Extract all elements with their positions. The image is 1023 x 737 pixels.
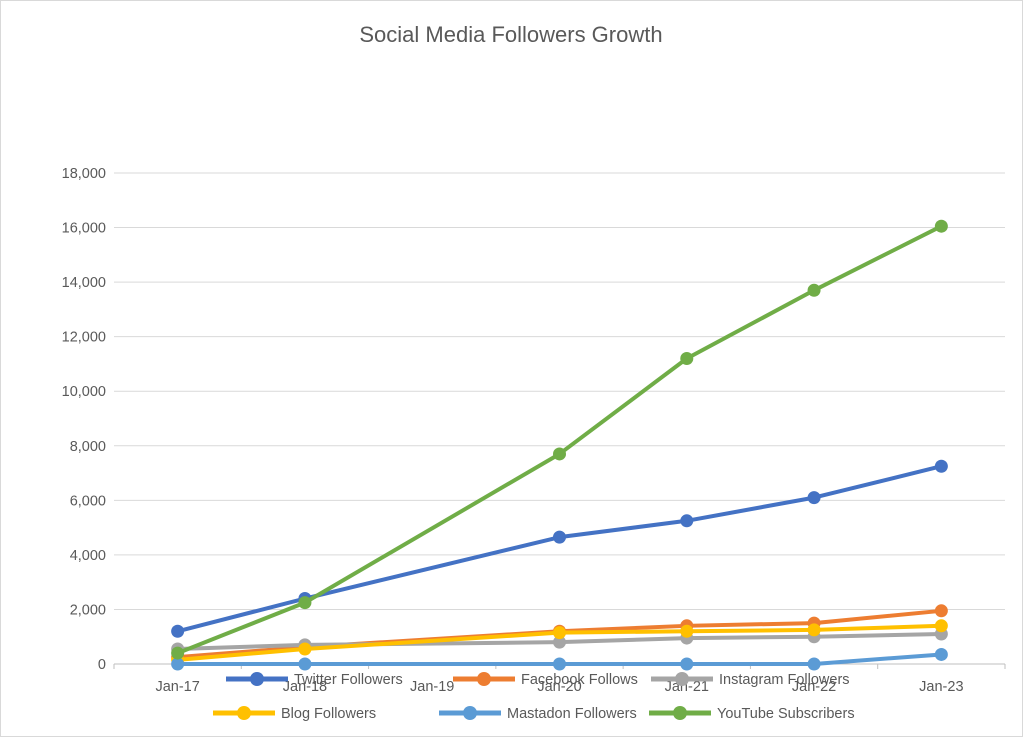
data-point-youtube-subscribers	[553, 447, 566, 461]
x-axis-label: Jan-18	[283, 679, 327, 695]
data-point-blog-followers	[553, 626, 566, 640]
axes-layer: 0 2,000 4,000 6,000 8,000 10,000 12,000 14,000 1…	[62, 166, 1006, 695]
data-point-mastadon-followers	[807, 657, 821, 671]
data-point-youtube-subscribers	[934, 219, 948, 233]
legend-label: Blog Followers	[281, 706, 376, 722]
legend-dot-icon	[237, 706, 251, 720]
data-point-youtube-subscribers	[171, 646, 185, 660]
legend-dot-icon	[675, 672, 689, 686]
y-axis-label: 0	[98, 657, 106, 673]
y-axis-label: 16,000	[62, 221, 106, 237]
series-line-facebook-follows	[175, 608, 944, 660]
x-axis-label: Jan-22	[792, 679, 836, 695]
data-point-blog-followers	[680, 624, 694, 638]
y-axis-label: 12,000	[62, 330, 106, 346]
data-point-youtube-subscribers	[807, 283, 821, 297]
legend-item-youtube-subscribers: YouTube Subscribers	[649, 706, 855, 722]
data-point-twitter-followers	[553, 530, 566, 544]
data-point-twitter-followers	[934, 459, 948, 473]
data-point-mastadon-followers	[298, 657, 312, 671]
data-point-mastadon-followers	[680, 657, 694, 671]
y-axis-label: 8,000	[70, 439, 106, 455]
series-line-youtube-subscribers	[175, 224, 944, 656]
legend-dot-icon	[250, 672, 264, 686]
y-axis-label: 2,000	[70, 602, 106, 618]
series-line-instagram-followers	[175, 631, 944, 651]
legend-dot-icon	[463, 706, 477, 720]
data-point-instagram-followers	[553, 635, 566, 649]
legend: Twitter Followers Facebook Follows Instagr…	[213, 672, 855, 722]
data-point-mastadon-followers	[171, 657, 185, 671]
legend-item-mastadon-followers: Mastadon Followers	[439, 706, 637, 722]
data-point-blog-followers	[807, 623, 821, 637]
x-axis-label: Jan-23	[919, 679, 963, 695]
series-line-mastadon-followers	[175, 652, 944, 666]
x-axis-label: Jan-19	[410, 679, 454, 695]
legend-item-facebook-follows: Facebook Follows	[453, 672, 638, 688]
data-point-facebook-follows	[934, 604, 948, 618]
x-axis-label: Jan-21	[665, 679, 709, 695]
data-point-twitter-followers	[680, 514, 694, 528]
data-point-youtube-subscribers	[680, 351, 694, 365]
data-point-mastadon-followers	[553, 657, 566, 671]
x-axis-label: Jan-17	[155, 679, 199, 695]
legend-label: Facebook Follows	[521, 672, 638, 688]
y-axis-label: 10,000	[62, 384, 106, 400]
y-axis-label: 18,000	[62, 166, 106, 182]
legend-item-instagram-followers: Instagram Followers	[651, 672, 850, 688]
legend-label: YouTube Subscribers	[717, 706, 855, 722]
series-line-twitter-followers	[175, 464, 944, 634]
legend-label: Twitter Followers	[294, 672, 403, 688]
data-point-blog-followers	[298, 642, 312, 656]
series-line-blog-followers	[175, 623, 944, 662]
x-axis-label: Jan-20	[537, 679, 581, 695]
data-point-youtube-subscribers	[298, 596, 312, 610]
series-layer	[171, 219, 948, 671]
data-point-blog-followers	[934, 619, 948, 633]
legend-dot-icon	[673, 706, 687, 720]
y-axis-label: 6,000	[70, 493, 106, 509]
y-axis-label: 14,000	[62, 275, 106, 291]
y-axis-label: 4,000	[70, 548, 106, 564]
legend-label: Mastadon Followers	[507, 706, 637, 722]
legend-dot-icon	[477, 672, 491, 686]
legend-item-twitter-followers: Twitter Followers	[226, 672, 403, 688]
chart-title: Social Media Followers Growth	[359, 22, 662, 47]
data-point-mastadon-followers	[934, 647, 948, 661]
legend-label: Instagram Followers	[719, 672, 850, 688]
gridlines-layer	[114, 172, 1005, 610]
data-point-twitter-followers	[807, 491, 821, 505]
legend-item-blog-followers: Blog Followers	[213, 706, 376, 722]
data-point-twitter-followers	[171, 624, 185, 638]
